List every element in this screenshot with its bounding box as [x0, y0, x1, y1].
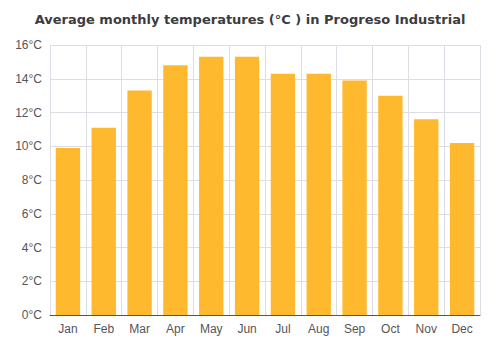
svg-text:Feb: Feb: [93, 322, 114, 336]
svg-text:2°C: 2°C: [22, 274, 42, 288]
svg-text:8°C: 8°C: [22, 173, 42, 187]
svg-text:4°C: 4°C: [22, 241, 42, 255]
svg-text:Sep: Sep: [344, 322, 366, 336]
svg-text:Mar: Mar: [129, 322, 150, 336]
svg-text:Dec: Dec: [451, 322, 472, 336]
svg-text:Jul: Jul: [275, 322, 290, 336]
svg-text:Jan: Jan: [58, 322, 77, 336]
svg-text:12°C: 12°C: [15, 106, 42, 120]
svg-text:Oct: Oct: [381, 322, 400, 336]
svg-text:14°C: 14°C: [15, 72, 42, 86]
svg-text:Jun: Jun: [237, 322, 256, 336]
svg-text:Average monthly temperatures (: Average monthly temperatures (°C ) in Pr…: [35, 12, 466, 27]
svg-text:10°C: 10°C: [15, 139, 42, 153]
svg-text:6°C: 6°C: [22, 207, 42, 221]
svg-text:16°C: 16°C: [15, 38, 42, 52]
svg-text:Apr: Apr: [166, 322, 185, 336]
svg-text:May: May: [200, 322, 223, 336]
svg-text:0°C: 0°C: [22, 308, 42, 322]
svg-text:Aug: Aug: [308, 322, 329, 336]
svg-text:Nov: Nov: [416, 322, 437, 336]
